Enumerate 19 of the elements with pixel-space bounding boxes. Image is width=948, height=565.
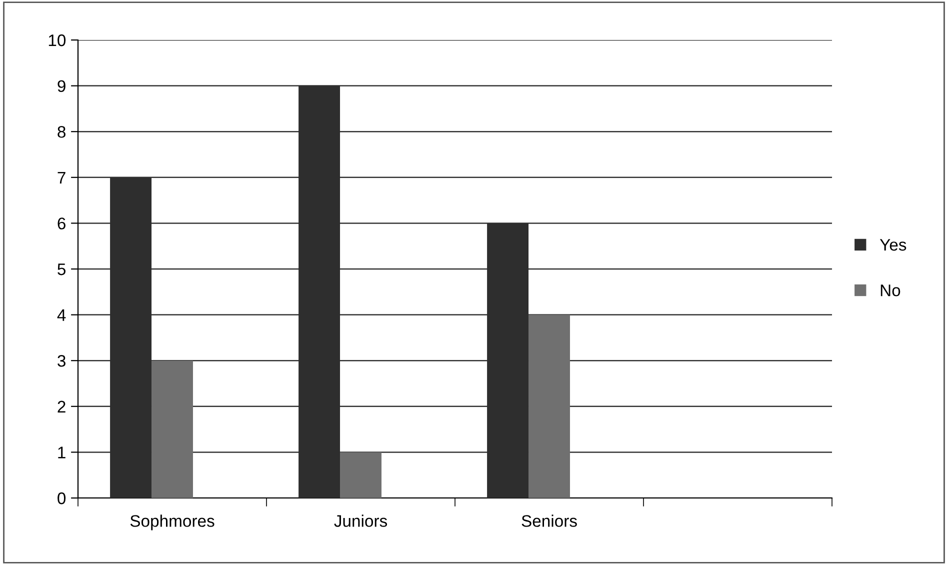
x-tick-label: Juniors: [334, 514, 388, 527]
y-tick-label: 0: [58, 492, 66, 504]
y-tick-label: 7: [58, 172, 66, 184]
y-tick-label: 10: [48, 34, 66, 46]
y-tick-label: 2: [58, 400, 66, 412]
y-tick-label: 3: [58, 355, 66, 367]
y-tick-label: 1: [58, 446, 66, 458]
y-tick-label: 5: [58, 264, 66, 276]
y-tick-label: 4: [57, 309, 66, 321]
y-tick-label: 9: [58, 80, 66, 92]
x-tick-label: Sophmores: [130, 514, 214, 530]
bar: [340, 452, 382, 498]
bar: [152, 360, 193, 498]
legend-label: Yes: [880, 239, 906, 251]
x-tick-label: Seniors: [522, 514, 577, 527]
y-tick-label: 8: [58, 126, 66, 138]
bar: [528, 314, 570, 498]
y-tick-label: 6: [58, 218, 66, 230]
legend-label: No: [880, 284, 900, 296]
